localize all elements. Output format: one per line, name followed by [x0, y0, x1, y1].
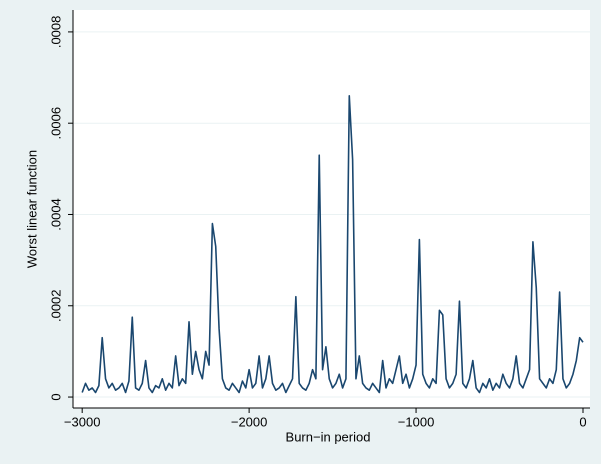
- x-tick-label: 0: [579, 414, 586, 429]
- data-line: [81, 95, 584, 394]
- y-tick-label: .0006: [48, 107, 63, 140]
- x-tick-label: −3000: [64, 414, 101, 429]
- y-tick-label: 0: [48, 393, 63, 400]
- x-tick-label: −2000: [231, 414, 268, 429]
- y-tick-label: .0002: [48, 289, 63, 322]
- y-tick-label: .0008: [48, 16, 63, 49]
- y-axis-title: Worst linear function: [24, 150, 39, 268]
- plot-area: [73, 10, 590, 408]
- x-tick-label: −1000: [398, 414, 435, 429]
- x-axis-title: Burn−in period: [286, 429, 371, 444]
- y-tick-label: .0004: [48, 198, 63, 231]
